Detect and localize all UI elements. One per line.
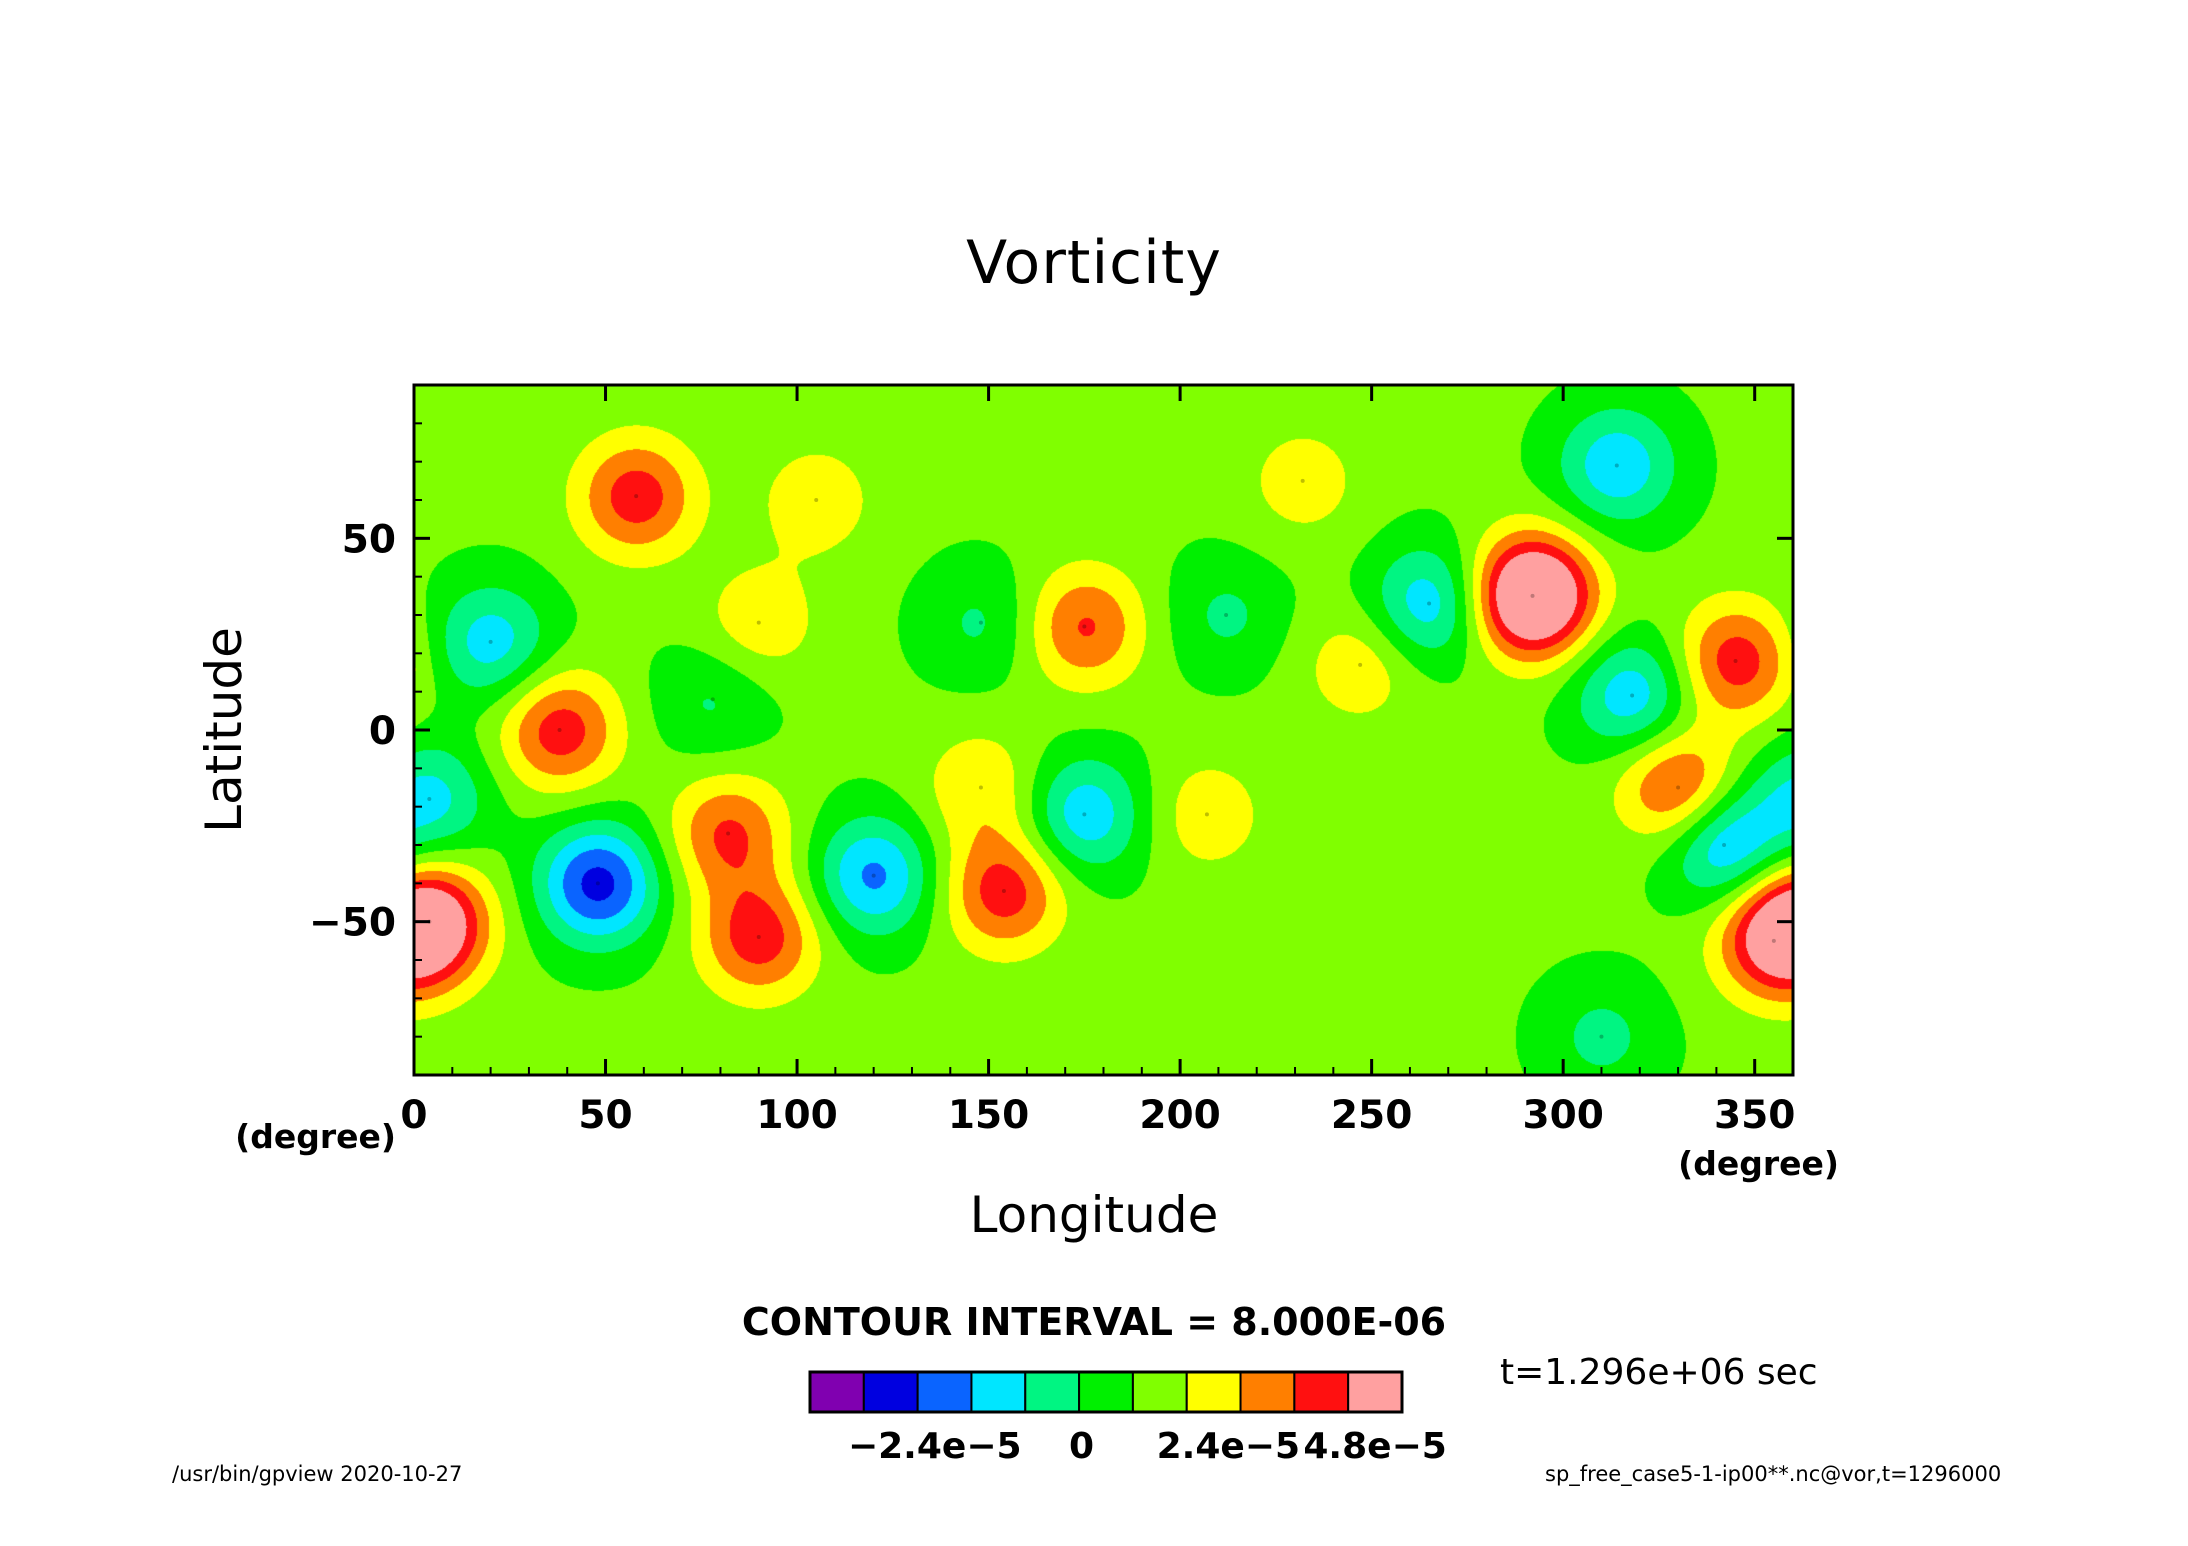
y-tick-label: 0 (369, 709, 396, 754)
negative-center-20 (1722, 843, 1727, 847)
positive-center-2 (634, 494, 639, 499)
footer-right: sp_free_case5-1-ip00**.nc@vor,t=1296000 (1545, 1462, 2002, 1486)
positive-center-3 (1733, 659, 1738, 663)
time-note: t=1.296e+06 sec (1500, 1352, 1818, 1393)
colorbar-label: −2.4e−5 (848, 1426, 1022, 1467)
x-tick-label: 150 (948, 1093, 1029, 1138)
negative-center-21 (871, 873, 876, 878)
positive-center-10 (1082, 624, 1087, 629)
contour-interval-note: CONTOUR INTERVAL = 8.000E-06 (741, 1300, 1447, 1344)
positive-center-15 (978, 785, 983, 790)
x-tick-label: 300 (1522, 1093, 1603, 1138)
colorbar-swatch-0 (809, 1371, 865, 1413)
x-tick-label: 250 (1331, 1093, 1412, 1138)
axes: 0 50 100 150 200 250 300 350 −50 0 50 (degree) (degr… (235, 385, 1839, 1183)
positive-center-7 (1001, 889, 1006, 893)
positive-center-5 (1771, 938, 1776, 943)
colorbar-swatch-10 (1347, 1371, 1403, 1413)
colorbar-label: 4.8e−5 (1303, 1426, 1446, 1467)
x-tick-label: 100 (756, 1093, 837, 1138)
colorbar-swatch-1 (862, 1371, 919, 1413)
colorbar-swatch-5 (1078, 1371, 1134, 1413)
x-tick-label: 200 (1139, 1093, 1220, 1138)
colorbar-label: 0 (1069, 1426, 1094, 1467)
x-axis-unit: (degree) (1678, 1144, 1839, 1183)
colorbar-swatch-8 (1239, 1371, 1296, 1413)
colorbar: −2.4e−5 0 2.4e−5 4.8e−5 (808, 1370, 1447, 1467)
colorbar-swatch-7 (1185, 1371, 1242, 1413)
y-tick-label: 50 (342, 517, 396, 562)
negative-center-19 (1630, 693, 1635, 698)
positive-center-6 (557, 728, 562, 732)
vorticity-field (414, 385, 1793, 1075)
negative-center-25 (427, 797, 432, 801)
positive-center-11 (814, 498, 819, 502)
positive-center-16 (1300, 478, 1305, 483)
colorbar-swatch-9 (1293, 1371, 1350, 1413)
positive-center-4 (1676, 785, 1681, 790)
x-axis-title: Longitude (969, 1186, 1219, 1244)
chart-title: Vorticity (966, 228, 1222, 298)
negative-center-17 (595, 881, 600, 886)
colorbar-swatch-2 (916, 1371, 973, 1413)
negative-center-18 (1614, 463, 1619, 468)
positive-center-8 (756, 935, 761, 939)
colorbar-frame (808, 1370, 1404, 1414)
colorbar-swatch-6 (1131, 1371, 1188, 1413)
positive-center-9 (726, 831, 731, 836)
negative-center-28 (710, 697, 715, 702)
y-axis-title: Latitude (195, 627, 253, 833)
positive-center-0 (1530, 593, 1535, 598)
colorbar-label: 2.4e−5 (1157, 1426, 1300, 1467)
positive-center-12 (756, 620, 761, 625)
y-tick-label: −50 (309, 901, 396, 946)
positive-center-13 (1358, 662, 1363, 667)
negative-center-27 (1224, 613, 1229, 617)
negative-center-22 (1082, 812, 1087, 817)
footer-left: /usr/bin/gpview 2020-10-27 (172, 1462, 463, 1486)
negative-center-23 (1427, 601, 1432, 606)
colorbar-swatch-3 (970, 1371, 1027, 1413)
colorbar-swatch-4 (1024, 1371, 1081, 1413)
x-tick-label: 350 (1714, 1093, 1795, 1138)
vorticity-shading (414, 385, 1793, 1075)
negative-center-24 (488, 639, 493, 644)
x-tick-label: 50 (578, 1093, 632, 1138)
x-tick-label: 0 (400, 1093, 427, 1138)
positive-center-14 (1204, 812, 1209, 817)
negative-center-29 (1599, 1034, 1604, 1039)
negative-center-26 (978, 620, 983, 625)
y-axis-unit: (degree) (235, 1117, 396, 1156)
